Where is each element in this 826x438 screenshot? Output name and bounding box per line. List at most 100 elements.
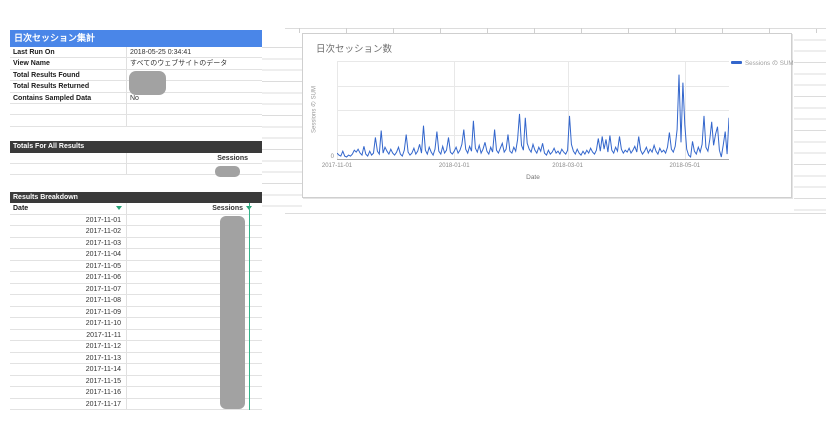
empty-cell [127,104,262,114]
chart-hgridline [337,85,729,87]
y-axis-tick-0: 0 [330,154,334,160]
date-cell[interactable]: 2017-11-10 [10,318,127,329]
redaction-blob-total-sessions [215,165,240,177]
date-cell[interactable]: 2017-11-15 [10,375,127,386]
date-cell[interactable]: 2017-11-13 [10,352,127,363]
date-cell[interactable]: 2017-11-11 [10,329,127,340]
grid-rows-left-gap [262,47,302,213]
field-label-cell: Total Results Returned [10,81,127,92]
date-cell[interactable]: 2017-11-01 [10,214,127,225]
date-cell[interactable]: 2017-11-05 [10,260,127,271]
table-row[interactable]: 2017-11-15 [10,375,262,387]
date-cell[interactable]: 2017-11-04 [10,249,127,260]
table-row[interactable]: 2017-11-03 [10,237,262,249]
table-row[interactable]: 2017-11-02 [10,226,262,238]
filter-icon-date[interactable] [116,206,122,210]
table-row[interactable]: 2017-11-08 [10,295,262,307]
empty-cell [10,115,127,126]
x-axis-tick-label: 2018-01-01 [438,163,470,169]
redaction-blob-session-values [220,216,245,409]
chart-vgridline [454,61,456,159]
table-row[interactable]: 2017-11-05 [10,260,262,272]
report-title-cell[interactable]: 日次セッション集計 [10,30,262,47]
grid-rows-right [794,28,826,214]
date-column-header[interactable]: Date [10,203,127,214]
chart-hgridline [337,61,729,62]
totals-empty-cell [10,163,127,175]
field-label-cell: Last Run On [10,47,127,58]
table-row[interactable] [10,163,262,176]
date-cell[interactable]: 2017-11-16 [10,387,127,398]
date-cell[interactable]: 2017-11-09 [10,306,127,317]
x-axis-line [337,159,729,160]
table-row[interactable]: 2017-11-09 [10,306,262,318]
y-axis-title: Sessions の SUM [311,86,318,134]
breakdown-rows: 2017-11-01 2017-11-02 2017-11-03 2017-11-04… [10,214,262,410]
date-cell[interactable]: 2017-11-12 [10,341,127,352]
field-value-cell: すべてのウェブサイトのデータ [130,60,228,68]
date-cell[interactable]: 2017-11-17 [10,398,127,409]
sessions-line-series [337,74,729,159]
date-cell[interactable]: 2017-11-08 [10,295,127,306]
chart-hgridline [337,134,729,136]
date-cell[interactable]: 2017-11-06 [10,272,127,283]
x-axis-tick-label: 2018-05-01 [669,163,701,169]
table-row[interactable]: Last Run On 2018-05-25 0:34:41 [10,47,262,59]
chart-legend: Sessions の SUM [731,58,793,67]
table-row[interactable]: 2017-11-10 [10,318,262,330]
filter-range-border [248,203,250,410]
table-row[interactable]: 2017-11-11 [10,329,262,341]
date-cell[interactable]: 2017-11-07 [10,283,127,294]
field-label-cell: Total Results Found [10,69,127,81]
table-row[interactable]: 2017-11-04 [10,249,262,261]
totals-empty-cell [10,152,127,163]
totals-header-cell[interactable]: Totals For All Results [10,141,262,153]
breakdown-section: Results Breakdown Date Sessions 2017-11-… [10,191,262,410]
table-row[interactable]: 2017-11-14 [10,364,262,376]
chart-vgridline [684,61,686,159]
legend-swatch-icon [731,61,742,64]
table-row[interactable]: 2017-11-12 [10,341,262,353]
x-axis-title: Date [526,174,540,181]
table-row[interactable]: 2017-11-06 [10,272,262,284]
chart-vgridline [567,61,569,159]
redaction-blob-results [129,70,166,95]
field-value-cell: 2018-05-25 0:34:41 [130,49,192,56]
table-row[interactable]: 2017-11-16 [10,387,262,399]
table-row[interactable]: Sessions [10,152,262,164]
totals-section: Totals For All Results Sessions [10,141,262,176]
field-label-cell: Contains Sampled Data [10,92,127,103]
sessions-column-header[interactable]: Sessions [127,203,262,214]
chart-title: 日次セッション数 [316,44,393,55]
chart-vgridline [337,61,338,159]
table-row[interactable] [10,115,262,127]
chart-plot-area [337,61,729,159]
breakdown-header-cell[interactable]: Results Breakdown [10,191,262,203]
date-cell[interactable]: 2017-11-14 [10,364,127,375]
table-row[interactable]: Contains Sampled Data No [10,92,262,104]
totals-sessions-label: Sessions [217,154,248,162]
table-row[interactable]: 2017-11-01 [10,214,262,226]
table-row[interactable]: View Name すべてのウェブサイトのデータ [10,58,262,70]
date-cell[interactable]: 2017-11-02 [10,226,127,237]
grid-bottom-line [285,212,826,214]
field-value-cell: No [130,94,139,102]
breakdown-column-header-row: Date Sessions [10,203,262,215]
legend-label: Sessions の SUM [745,60,794,67]
table-row[interactable]: 2017-11-07 [10,283,262,295]
empty-cell [10,103,127,115]
sessions-chart-card[interactable]: 日次セッション数 Sessions の SUM 0 2017-11-01 2018… [302,33,793,198]
date-column-label: Date [13,205,29,212]
table-row[interactable] [10,103,262,116]
grid-column-ticks [299,28,826,33]
chart-hgridline [337,110,729,111]
table-row[interactable]: 2017-11-17 [10,398,262,410]
totals-value-cell [127,164,262,174]
table-row[interactable]: 2017-11-13 [10,352,262,364]
field-label-cell: View Name [10,58,127,69]
empty-cell [127,115,262,125]
date-cell[interactable]: 2017-11-03 [10,237,127,248]
sessions-column-label: Sessions [212,205,243,212]
x-axis-tick-label: 2017-11-01 [321,163,353,169]
